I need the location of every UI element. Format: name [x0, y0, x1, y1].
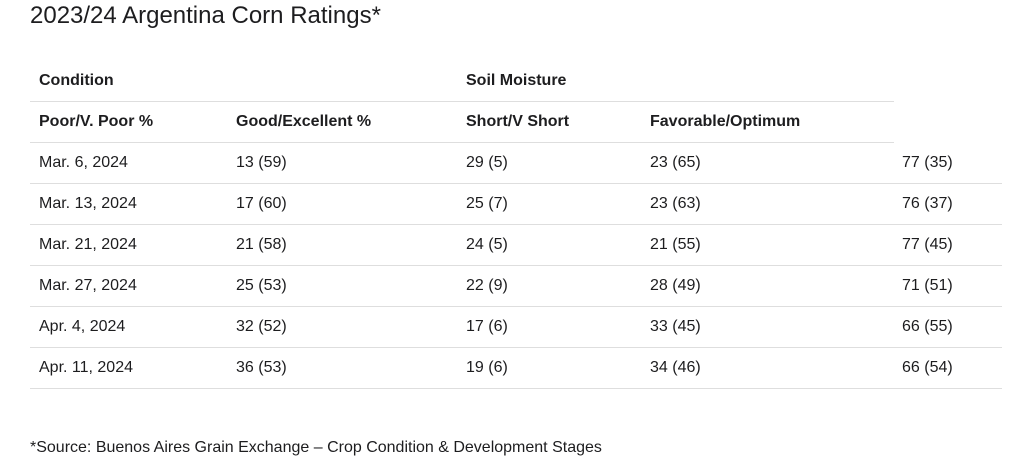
source-footnote: *Source: Buenos Aires Grain Exchange – C… — [30, 439, 602, 456]
table-column-header-row: Poor/V. Poor % Good/Excellent % Short/V … — [30, 102, 894, 143]
page-title: 2023/24 Argentina Corn Ratings* — [30, 2, 381, 29]
table-cell: 66 (54) — [902, 359, 953, 376]
table-cell: 19 (6) — [466, 359, 508, 376]
table-cell: 21 (58) — [236, 236, 287, 253]
table-cell: 25 (53) — [236, 277, 287, 294]
table-cell: 17 (6) — [466, 318, 508, 335]
table-cell: 23 (63) — [650, 195, 701, 212]
table-row: Apr. 11, 2024 36 (53) 19 (6) 34 (46) 66 … — [30, 348, 1002, 389]
table-cell: 25 (7) — [466, 195, 508, 212]
table-cell: 17 (60) — [236, 195, 287, 212]
soil-moisture-group-header: Soil Moisture — [466, 72, 567, 89]
favorable-optimum-header: Favorable/Optimum — [650, 113, 801, 130]
table-group-header-row: Condition Soil Moisture — [30, 61, 894, 102]
table-row: Mar. 27, 2024 25 (53) 22 (9) 28 (49) 71 … — [30, 266, 1002, 307]
table-cell: 29 (5) — [466, 154, 508, 171]
date-cell: Mar. 6, 2024 — [39, 154, 128, 171]
table-cell: 22 (9) — [466, 277, 508, 294]
table-row: Mar. 6, 2024 13 (59) 29 (5) 23 (65) 77 (… — [30, 143, 1002, 184]
table-cell: 21 (55) — [650, 236, 701, 253]
table-cell: 24 (5) — [466, 236, 508, 253]
table-cell: 36 (53) — [236, 359, 287, 376]
short-very-short-header: Short/V Short — [466, 113, 570, 130]
corn-ratings-table: Condition Soil Moisture Poor/V. Poor % G… — [30, 61, 1002, 389]
date-cell: Apr. 4, 2024 — [39, 318, 126, 335]
date-cell: Mar. 21, 2024 — [39, 236, 137, 253]
date-cell: Mar. 13, 2024 — [39, 195, 137, 212]
table-cell: 77 (45) — [902, 236, 953, 253]
table-cell: 76 (37) — [902, 195, 953, 212]
date-cell: Apr. 11, 2024 — [39, 359, 133, 376]
condition-group-header: Condition — [39, 72, 114, 89]
date-cell: Mar. 27, 2024 — [39, 277, 137, 294]
table-cell: 28 (49) — [650, 277, 701, 294]
table-cell: 23 (65) — [650, 154, 701, 171]
table-row: Mar. 13, 2024 17 (60) 25 (7) 23 (63) 76 … — [30, 184, 1002, 225]
table-row: Apr. 4, 2024 32 (52) 17 (6) 33 (45) 66 (… — [30, 307, 1002, 348]
table-cell: 66 (55) — [902, 318, 953, 335]
table-cell: 32 (52) — [236, 318, 287, 335]
table-row: Mar. 21, 2024 21 (58) 24 (5) 21 (55) 77 … — [30, 225, 1002, 266]
good-excellent-header: Good/Excellent % — [236, 113, 372, 130]
table-cell: 34 (46) — [650, 359, 701, 376]
table-cell: 13 (59) — [236, 154, 287, 171]
table-cell: 71 (51) — [902, 277, 953, 294]
table-cell: 33 (45) — [650, 318, 701, 335]
table-cell: 77 (35) — [902, 154, 953, 171]
poor-very-poor-header: Poor/V. Poor % — [39, 113, 154, 130]
